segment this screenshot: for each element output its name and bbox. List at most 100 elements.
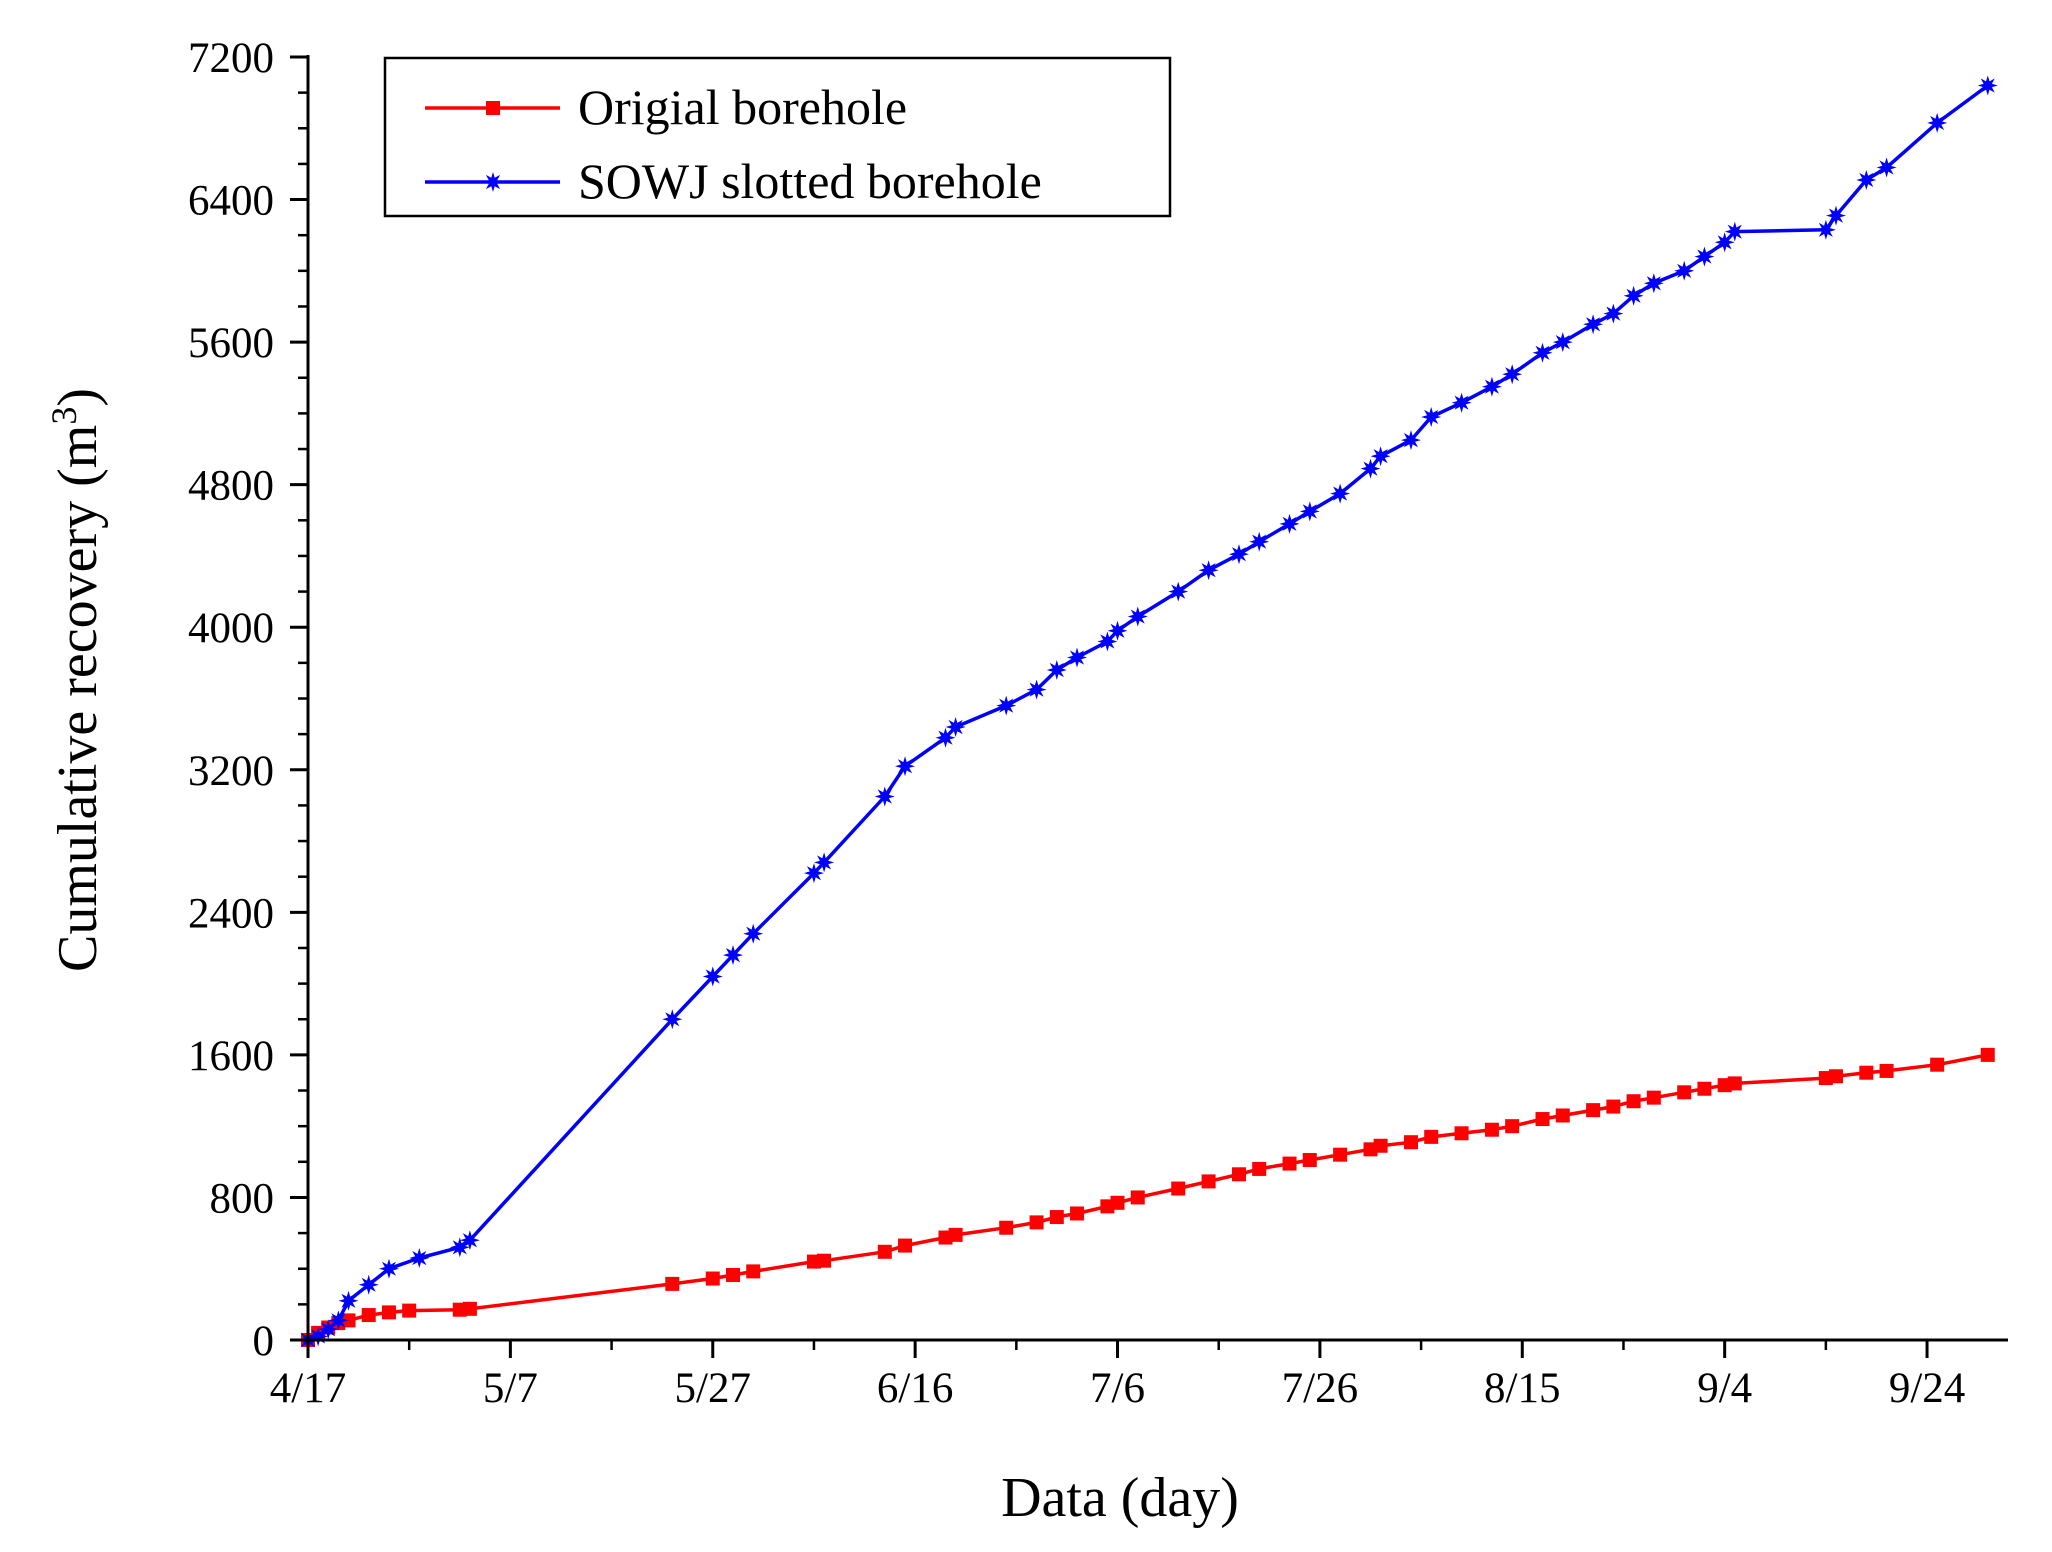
y-tick-label: 5600 [188,320,274,367]
y-tick-label: 800 [210,1175,275,1222]
data-point [662,1009,683,1030]
series-origial-borehole [301,1047,1995,1347]
data-point [1229,544,1249,565]
y-axis-title-text: Cumulative recovery (m [47,425,109,972]
legend-marker-sowj-slotted-borehole [483,172,503,192]
data-point [1677,1085,1692,1100]
y-tick-label: 4800 [188,463,274,510]
data-point [381,1305,396,1320]
data-point [1330,483,1351,504]
data-point [702,966,723,987]
x-axis-title: Data (day) [1001,1467,1239,1529]
data-point [1451,392,1472,413]
data-point [1876,157,1897,178]
data-point [743,923,764,944]
data-point [898,1238,913,1253]
data-point [402,1303,417,1318]
data-point [1859,1065,1874,1080]
data-point [1333,1147,1348,1162]
data-point [1828,1069,1843,1084]
data-point [1070,1206,1085,1221]
y-tick-label: 4000 [188,605,274,652]
x-tick-label: 7/26 [1282,1365,1358,1412]
plot-lines [298,75,1998,1350]
data-point [1583,314,1604,335]
data-point [1198,560,1219,581]
x-tick-label: 5/7 [483,1365,538,1412]
data-point [358,1274,379,1295]
data-point [1067,647,1087,668]
data-point [1646,1090,1661,1105]
data-point [1168,581,1189,602]
data-point [1481,376,1502,397]
data-point [895,756,915,777]
data-point [817,1253,832,1268]
data-point [1107,620,1128,641]
data-point [1401,430,1421,451]
y-axis-title-superscript: 3 [44,407,84,425]
data-point [328,1310,349,1331]
data-point [1502,364,1523,385]
data-point [1694,246,1715,267]
y-tick-label: 7200 [188,35,274,82]
legend-label-sowj-slotted-borehole: SOWJ slotted borehole [578,153,1042,209]
y-tick-label: 1600 [188,1033,274,1080]
data-point [449,1237,470,1258]
data-point [1643,273,1664,294]
data-point [996,695,1017,716]
data-point [1424,1129,1439,1144]
data-point [1484,1122,1499,1137]
x-tick-label: 9/4 [1697,1365,1752,1412]
x-tick-label: 4/17 [270,1365,346,1412]
data-point [409,1248,430,1268]
x-tick-label: 9/24 [1889,1365,1965,1412]
data-point [723,945,743,966]
data-point [1930,1057,1945,1072]
data-point [1421,407,1442,427]
data-point [1370,446,1391,467]
data-point [1623,285,1644,306]
data-point [1026,679,1047,700]
legend-marker-origial-borehole [486,101,500,115]
series-sowj-slotted-borehole [298,75,1998,1350]
data-point [1555,1108,1570,1123]
data-point [1532,342,1553,363]
data-point [1049,1210,1064,1225]
data-point [1360,458,1381,479]
data-point [1980,1047,1995,1062]
y-tick-label: 0 [253,1318,275,1365]
data-point [948,1227,963,1242]
data-point [1977,75,1998,96]
x-tick-label: 7/6 [1090,1365,1145,1412]
y-axis-title-suffix: ) [47,388,109,407]
data-point [1826,205,1846,226]
data-point [1171,1181,1186,1196]
axes [290,55,2008,1358]
data-point [1252,1161,1267,1176]
data-point [999,1220,1014,1235]
tick-labels: 0 800 1600 2400 3200 4000 4800 5600 6400 7200 4/17… [188,35,1965,1412]
data-point [1856,170,1877,190]
data-point [1697,1081,1712,1096]
data-point [877,1244,892,1259]
data-point [1626,1094,1641,1109]
data-point [459,1230,480,1251]
data-point [746,1264,761,1279]
data-point [1606,1099,1621,1114]
data-point [1505,1119,1520,1134]
data-point [1603,303,1624,324]
data-point [1674,260,1695,281]
data-point [726,1267,740,1282]
data-point [1231,1167,1246,1182]
y-axis-title: Cumulative recovery (m3) [44,388,109,972]
data-point [1727,1076,1742,1091]
data-point [1403,1135,1418,1150]
data-point [1302,1153,1317,1168]
data-point [1535,1112,1550,1127]
x-tick-label: 8/15 [1484,1365,1560,1412]
data-point [705,1271,720,1286]
data-point [874,786,895,807]
data-point [1586,1103,1601,1118]
data-point [1552,332,1573,353]
